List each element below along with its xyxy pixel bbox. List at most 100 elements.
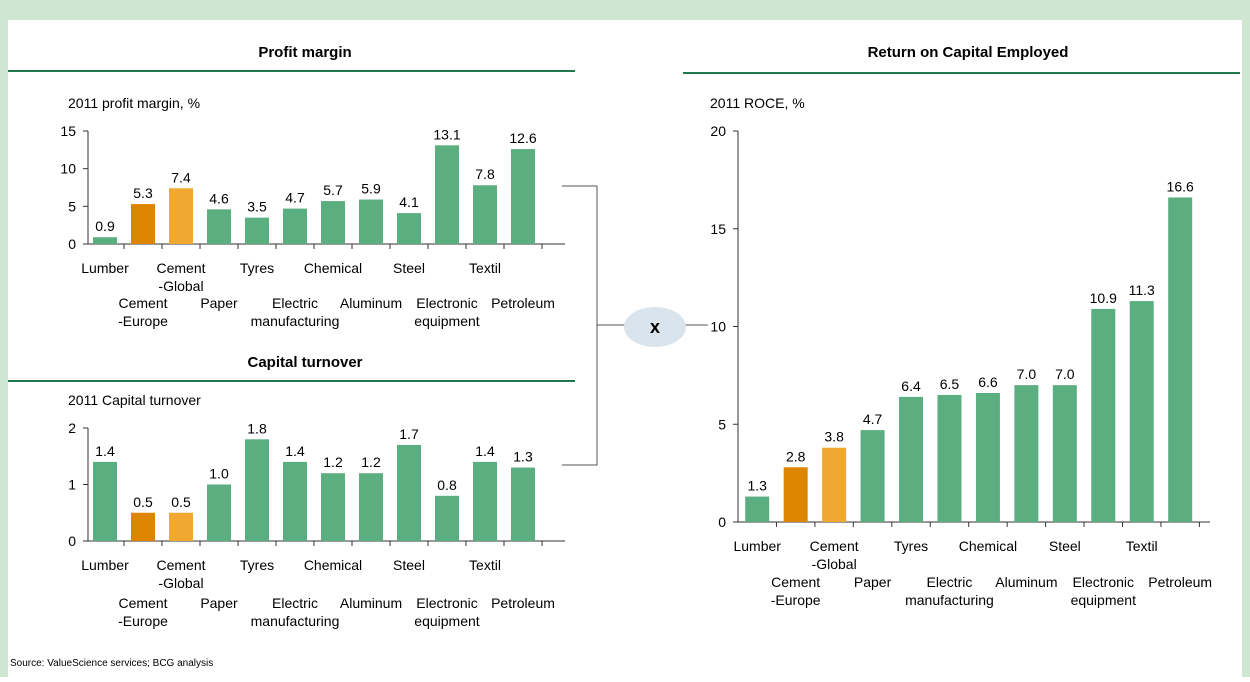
value-label: 3.8	[824, 429, 844, 445]
x-tick-label: -Global	[158, 575, 203, 591]
bar	[397, 444, 421, 541]
x-tick-label: Tyres	[240, 260, 274, 276]
canvas	[8, 20, 1242, 677]
x-tick-label: Paper	[200, 595, 238, 611]
value-label: 7.0	[1017, 366, 1037, 382]
bar	[511, 149, 535, 244]
bar	[207, 484, 231, 541]
bar	[1014, 385, 1039, 522]
bar	[321, 473, 345, 541]
bar	[359, 199, 383, 244]
x-tick-label: Petroleum	[1148, 574, 1212, 590]
y-tick-label: 10	[710, 319, 726, 335]
y-tick-label: 0	[68, 533, 76, 549]
operator-badge	[624, 307, 686, 347]
x-tick-label: Tyres	[894, 538, 928, 554]
value-label: 13.1	[433, 126, 460, 142]
value-label: 1.4	[285, 443, 305, 459]
value-label: 3.5	[247, 199, 267, 215]
value-label: 6.5	[940, 376, 960, 392]
value-label: 4.1	[399, 194, 419, 210]
x-tick-label: Cement	[156, 557, 205, 573]
bar	[745, 496, 770, 522]
x-tick-label: Steel	[393, 557, 425, 573]
value-label: 10.9	[1090, 290, 1117, 306]
x-tick-label: Paper	[200, 295, 238, 311]
value-label: 5.7	[323, 182, 343, 198]
value-label: 1.3	[747, 478, 767, 494]
bar	[169, 188, 193, 244]
bar	[1052, 385, 1077, 522]
value-label: 1.2	[323, 454, 343, 470]
x-tick-label: Aluminum	[340, 595, 402, 611]
value-label: 1.2	[361, 454, 381, 470]
y-tick-label: 5	[68, 198, 76, 214]
bar	[131, 204, 155, 244]
x-tick-label: Electric	[272, 295, 318, 311]
y-tick-label: 15	[710, 221, 726, 237]
x-tick-label: Textil	[469, 260, 501, 276]
x-tick-label: Cement	[810, 538, 859, 554]
x-tick-label: Steel	[393, 260, 425, 276]
value-label: 7.4	[171, 169, 191, 185]
bar	[1091, 308, 1116, 522]
value-label: 16.6	[1167, 178, 1194, 194]
x-tick-label: -Europe	[771, 592, 821, 608]
chart-title: Capital turnover	[247, 354, 362, 371]
value-label: 1.4	[475, 443, 495, 459]
x-tick-label: Electric	[272, 595, 318, 611]
x-tick-label: Chemical	[959, 538, 1017, 554]
bar	[207, 209, 231, 244]
value-label: 0.8	[437, 477, 457, 493]
bar	[169, 512, 193, 541]
value-label: 0.9	[95, 218, 115, 234]
y-tick-label: 10	[60, 161, 76, 177]
x-tick-label: Cement	[118, 595, 167, 611]
x-tick-label: Aluminum	[995, 574, 1057, 590]
chart-subtitle: 2011 Capital turnover	[68, 392, 201, 408]
bar	[937, 394, 962, 522]
x-tick-label: Tyres	[240, 557, 274, 573]
x-tick-label: Textil	[469, 557, 501, 573]
bar	[899, 396, 924, 522]
value-label: 0.5	[171, 494, 191, 510]
y-tick-label: 5	[718, 416, 726, 432]
bar	[822, 447, 847, 522]
x-tick-label: Lumber	[81, 260, 129, 276]
y-tick-label: 20	[710, 123, 726, 139]
y-tick-label: 0	[68, 236, 76, 252]
operator: x	[650, 317, 660, 337]
x-tick-label: equipment	[414, 313, 479, 329]
chart-subtitle: 2011 profit margin, %	[68, 95, 200, 111]
bar	[245, 217, 269, 244]
x-tick-label: manufacturing	[905, 592, 994, 608]
value-label: 4.7	[863, 411, 883, 427]
bar	[1168, 197, 1193, 522]
value-label: 1.7	[399, 426, 419, 442]
y-tick-label: 15	[60, 123, 76, 139]
x-tick-label: manufacturing	[251, 613, 340, 629]
bar	[397, 213, 421, 244]
bar	[283, 208, 307, 244]
bar	[131, 512, 155, 541]
x-tick-label: Textil	[1126, 538, 1158, 554]
x-tick-label: -Global	[158, 278, 203, 294]
value-label: 0.5	[133, 494, 153, 510]
value-label: 7.8	[475, 166, 495, 182]
bar	[473, 461, 497, 541]
x-tick-label: Lumber	[733, 538, 781, 554]
bar	[783, 467, 808, 522]
value-label: 1.3	[513, 449, 533, 465]
y-tick-label: 0	[718, 514, 726, 530]
bar	[511, 467, 535, 541]
x-tick-label: Petroleum	[491, 295, 555, 311]
value-label: 5.9	[361, 181, 381, 197]
source: Source: ValueScience services; BCG analy…	[10, 658, 213, 669]
x-tick-label: Petroleum	[491, 595, 555, 611]
value-label: 7.0	[1055, 366, 1075, 382]
value-label: 6.4	[901, 378, 921, 394]
value-label: 6.6	[978, 374, 998, 390]
chart-title: Return on Capital Employed	[868, 44, 1069, 61]
bar	[359, 473, 383, 541]
